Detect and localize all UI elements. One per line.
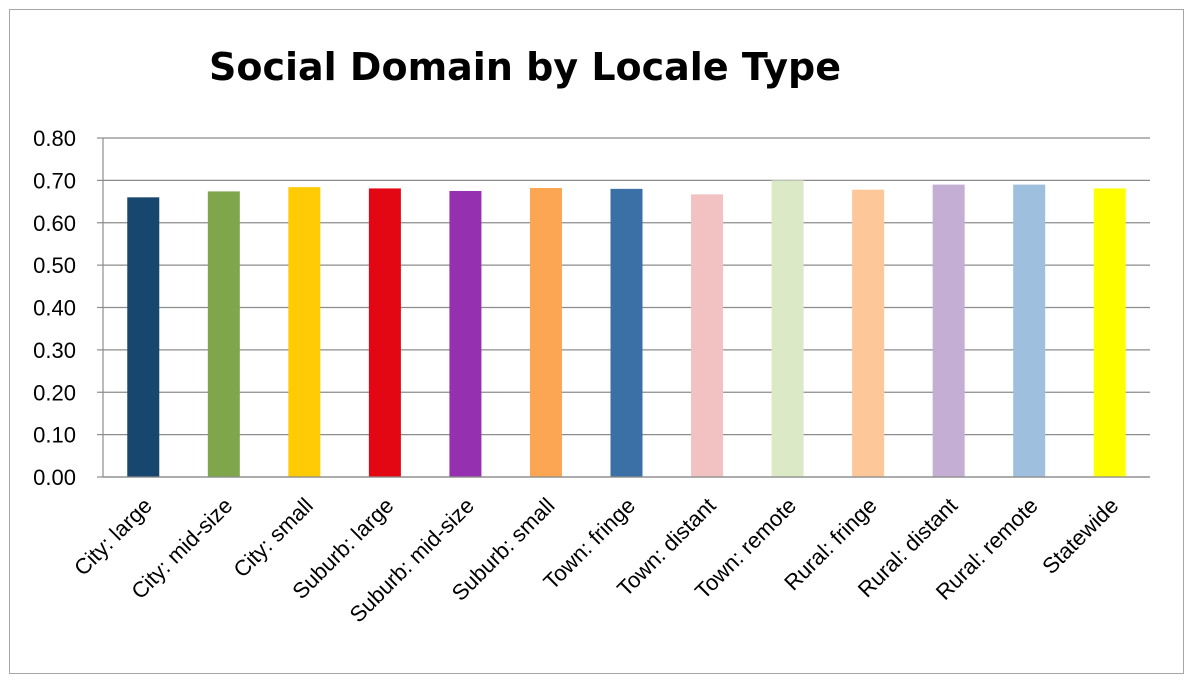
bar-town-remote — [771, 180, 804, 477]
bar-rural-distant — [932, 184, 965, 478]
y-tick-label: 0.70 — [33, 168, 76, 193]
y-tick-label: 0.60 — [33, 211, 76, 236]
chart-title: Social Domain by Locale Type — [209, 45, 841, 89]
bar-town-fringe — [610, 188, 643, 477]
bar-city-mid-size — [207, 191, 240, 477]
bar-rural-remote — [1013, 184, 1046, 478]
chart-frame — [9, 9, 1184, 674]
bar-suburb-small — [529, 188, 562, 477]
bar-suburb-mid-size — [449, 190, 482, 477]
y-tick-label: 0.20 — [33, 380, 76, 405]
bar-rural-fringe — [852, 189, 885, 477]
bar-statewide — [1093, 188, 1126, 477]
bar-city-large — [127, 197, 160, 477]
y-tick-label: 0.30 — [33, 338, 76, 363]
bar-city-small — [288, 187, 321, 477]
y-tick-label: 0.00 — [33, 465, 76, 490]
bars — [103, 180, 1150, 478]
bar-town-distant — [691, 194, 724, 477]
y-axis: 0.00 0.10 0.20 0.30 0.40 0.50 0.60 0.70 0.80 — [33, 126, 104, 490]
x-tick-label: Statewide — [1037, 493, 1123, 579]
y-tick-label: 0.80 — [33, 126, 76, 151]
y-tick-label: 0.50 — [33, 253, 76, 278]
x-tick-label: City: large — [69, 493, 157, 581]
y-tick-label: 0.10 — [33, 423, 76, 448]
bar-suburb-large — [368, 188, 401, 477]
y-tick-label: 0.40 — [33, 296, 76, 321]
